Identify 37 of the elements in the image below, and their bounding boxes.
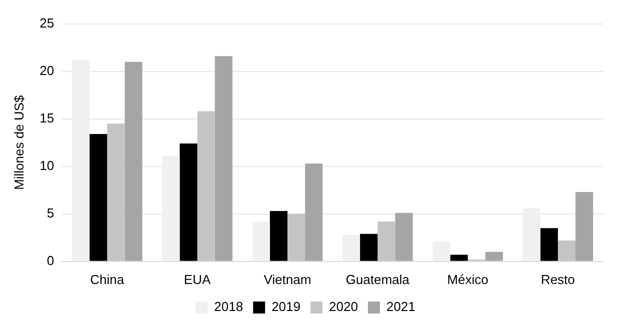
x-tick-label: México <box>447 272 488 287</box>
y-tick-label: 5 <box>46 205 54 220</box>
bar <box>270 211 288 261</box>
bar <box>576 192 594 261</box>
y-axis-title: Millones de US$ <box>11 94 26 190</box>
legend-label: 2021 <box>386 299 416 314</box>
bar <box>197 111 215 261</box>
bar <box>90 134 108 261</box>
y-tick-label: 10 <box>40 158 54 173</box>
bar <box>432 241 450 261</box>
bar <box>180 144 198 261</box>
x-tick-label: Vietnam <box>264 272 312 287</box>
x-tick-label: Resto <box>540 272 575 287</box>
bar <box>107 124 125 261</box>
bar <box>450 254 468 261</box>
bar <box>342 234 360 261</box>
bar <box>485 252 503 261</box>
bar <box>124 62 142 261</box>
x-tick-label: Guatemala <box>346 272 410 287</box>
x-tick-label: EUA <box>184 272 211 287</box>
bar <box>395 212 413 261</box>
y-tick-label: 25 <box>40 15 54 30</box>
bar <box>287 214 306 261</box>
legend-label: 2018 <box>214 299 244 314</box>
bar <box>540 228 558 261</box>
bar <box>252 221 270 261</box>
bar <box>378 221 396 261</box>
y-tick-label: 0 <box>46 252 54 268</box>
x-tick-label: China <box>90 272 125 287</box>
legend-label: 2020 <box>329 299 358 314</box>
y-tick-label: 15 <box>40 110 54 126</box>
bar <box>214 56 232 261</box>
bar <box>558 240 576 261</box>
bar <box>360 234 378 261</box>
bar <box>305 164 323 261</box>
legend-label: 2019 <box>272 299 300 314</box>
y-tick-label: 20 <box>40 62 54 78</box>
